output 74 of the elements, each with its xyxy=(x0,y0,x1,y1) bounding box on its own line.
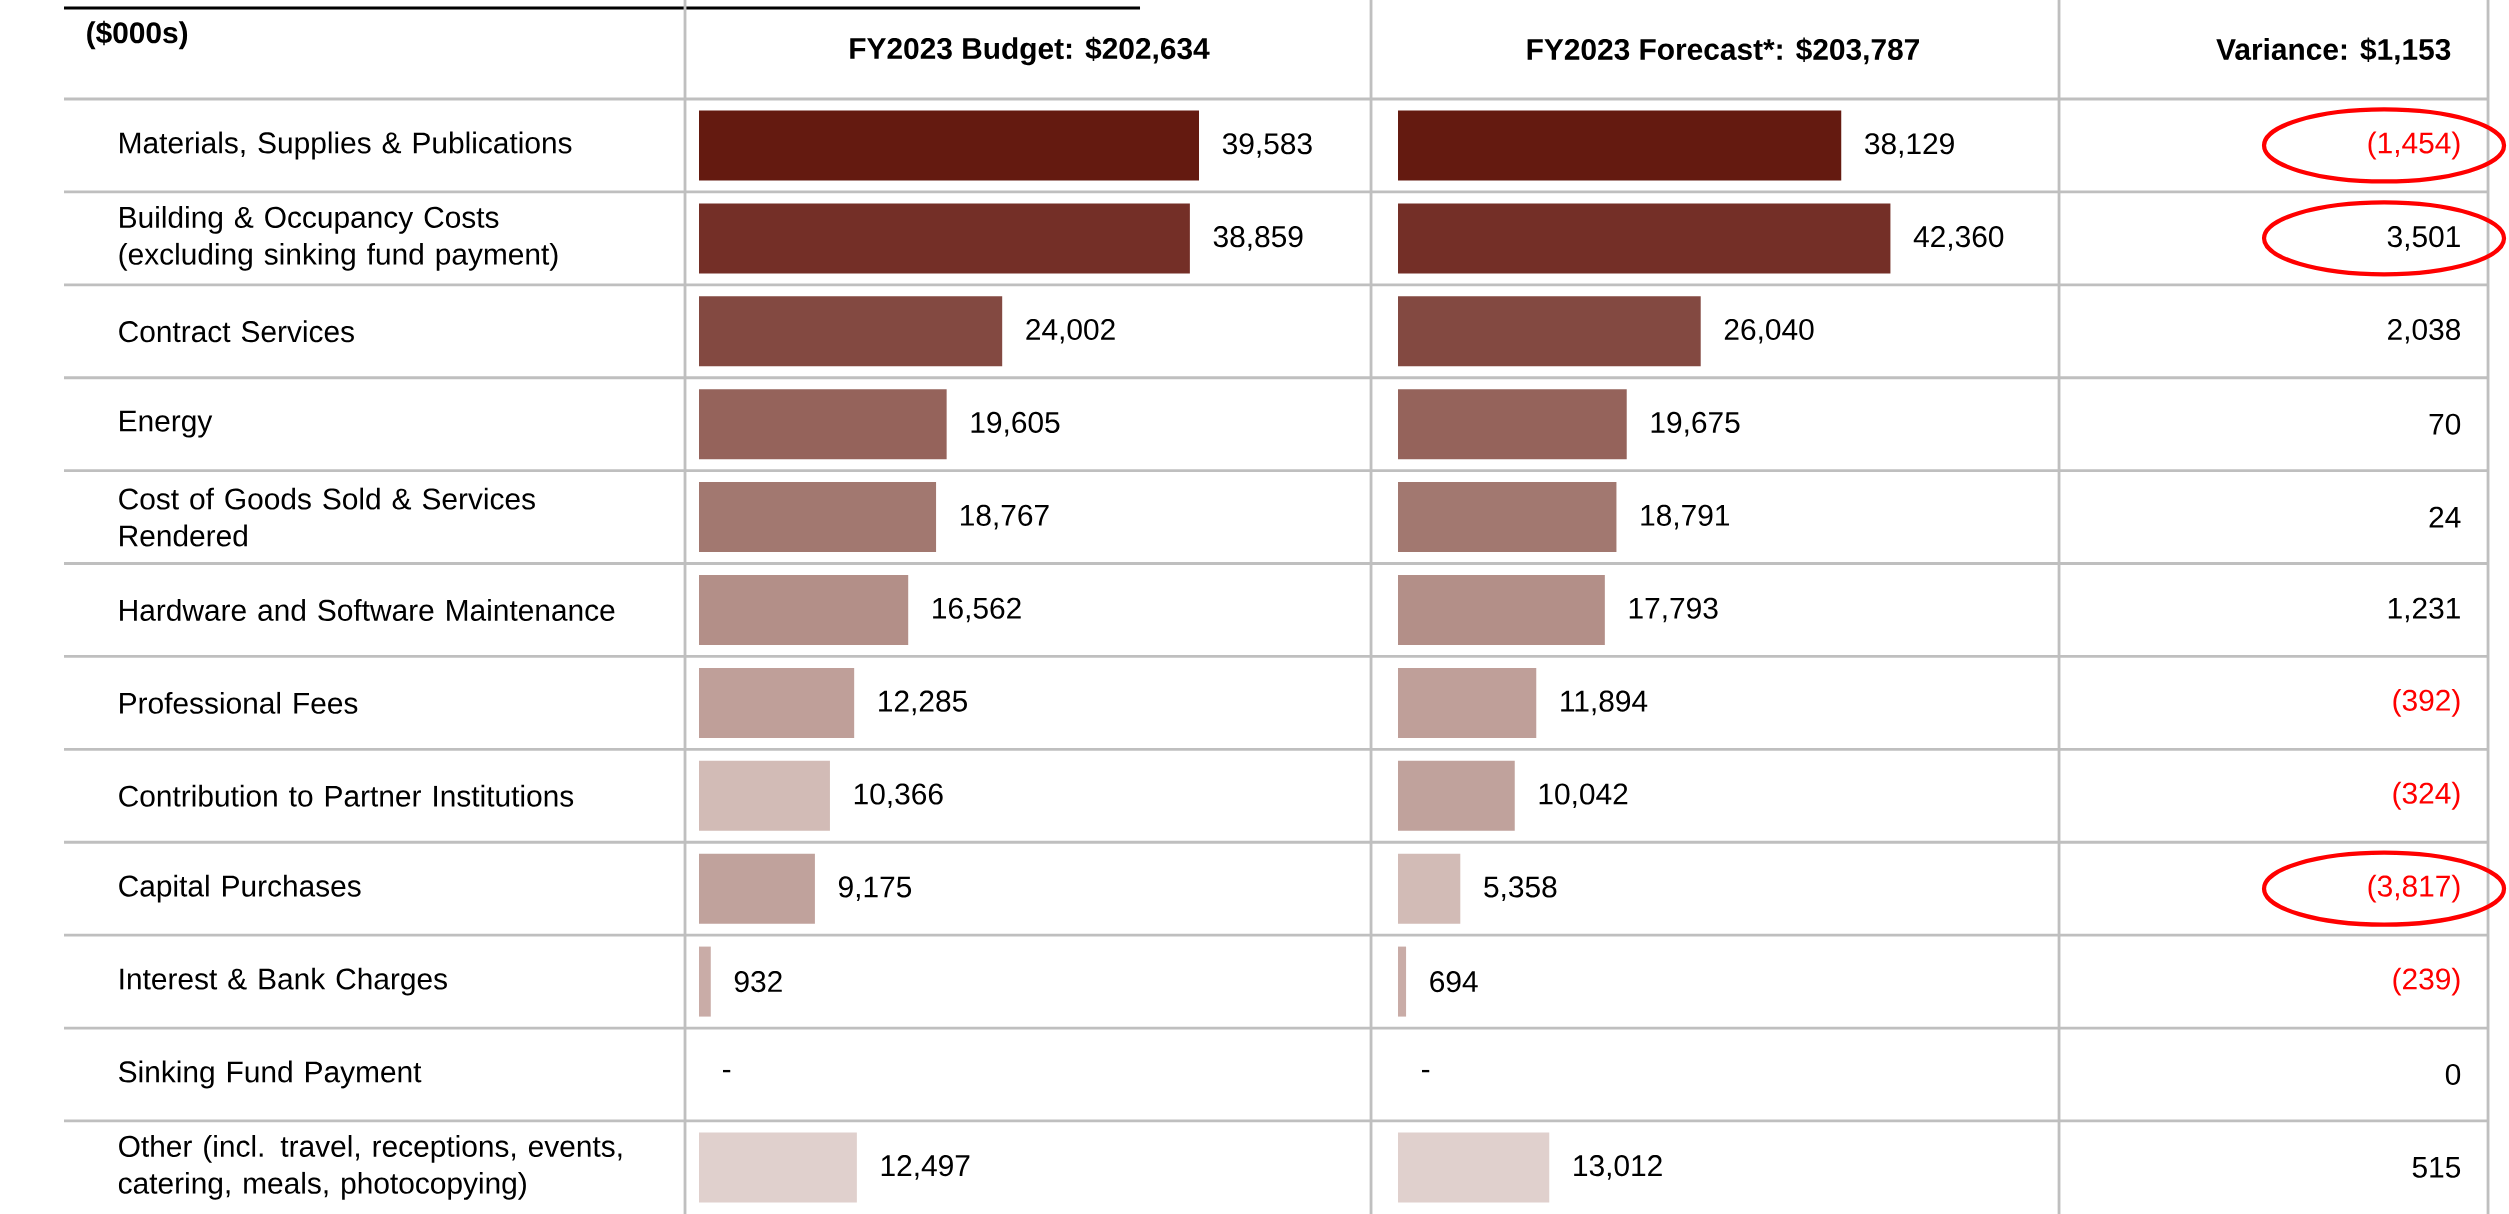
y-tick-label: Materials, Supplies & Publications xyxy=(120,131,572,160)
bar xyxy=(1398,110,1842,181)
data-label: 11,894 xyxy=(1561,690,1648,716)
bar xyxy=(699,853,815,924)
y-tick-label: Professional Fees xyxy=(120,691,358,714)
bar xyxy=(1398,1132,1550,1203)
data-label: 24 xyxy=(2429,506,2461,528)
data-label: 19,675 xyxy=(1651,411,1740,437)
y-tick-label: Cost of Goods Sold & Services Rendered xyxy=(119,487,535,547)
bar xyxy=(699,203,1190,274)
y-tick-label: Building & Occupancy Costs (excluding sinking fund payment) xyxy=(119,205,558,271)
y-tick-label: Energy xyxy=(120,410,213,438)
data-label: 19,605 xyxy=(971,411,1060,437)
y-tick-label: Contract Services xyxy=(119,320,354,343)
data-label: (324) xyxy=(2393,781,2460,810)
bar xyxy=(699,389,947,460)
data-label: 10,042 xyxy=(1539,783,1628,809)
data-label: 12,285 xyxy=(879,690,967,716)
data-label: 39,583 xyxy=(1222,133,1312,158)
y-tick-label: Other (incl. travel, receptions, events, catering, meals, photocopying) xyxy=(118,1135,622,1200)
data-label: 12,497 xyxy=(881,1155,970,1180)
bar xyxy=(699,1132,857,1203)
bar xyxy=(699,482,937,553)
bar xyxy=(699,667,855,738)
data-label: 18,767 xyxy=(960,504,1049,530)
y-tick-label: Interest & Bank Charges xyxy=(120,967,447,996)
y-axis-title: ($000s) xyxy=(87,20,188,50)
data-label: 932 xyxy=(734,971,782,993)
data-label: 70 xyxy=(2429,413,2461,435)
y-tick-label: Sinking Fund Payment xyxy=(119,1060,422,1089)
data-label: 9,175 xyxy=(838,876,912,902)
data-label: 3,501 xyxy=(2387,226,2460,251)
y-tick-label: Contribution to Partner Institutions xyxy=(119,784,574,807)
bar xyxy=(699,760,830,831)
bar xyxy=(1398,760,1515,831)
bar xyxy=(699,946,711,1017)
data-label: 16,562 xyxy=(933,597,1021,623)
bar xyxy=(1398,946,1407,1017)
data-label: 26,040 xyxy=(1724,318,1814,344)
data-label: - xyxy=(722,1069,731,1073)
data-label: 515 xyxy=(2412,1156,2461,1178)
text: Variance: $1,153 xyxy=(2216,37,2451,65)
data-label: 24,002 xyxy=(1026,318,1115,344)
bar xyxy=(1398,389,1627,460)
data-label: (392) xyxy=(2393,688,2460,717)
data-label: 38,859 xyxy=(1213,226,1303,251)
data-label: 42,360 xyxy=(1913,226,2004,251)
bar xyxy=(1398,853,1461,924)
data-label: 17,793 xyxy=(1629,597,1718,623)
data-label: 5,358 xyxy=(1484,876,1557,902)
data-label: 13,012 xyxy=(1574,1155,1662,1180)
y-tick-label: Hardware and Software Maintenance xyxy=(120,599,615,621)
data-label: (3,817) xyxy=(2368,874,2460,903)
data-label: (1,454) xyxy=(2368,131,2460,160)
chart-title: FY2023 Forecast*: $203,787 xyxy=(1527,37,1919,65)
bar xyxy=(699,296,1003,367)
data-label: 2,038 xyxy=(2388,318,2461,344)
bar xyxy=(1398,667,1537,738)
bar xyxy=(1398,296,1701,367)
data-label: 18,791 xyxy=(1641,504,1730,530)
bar xyxy=(1398,574,1605,645)
data-label: - xyxy=(1421,1069,1430,1073)
data-label: 1,231 xyxy=(2388,597,2460,623)
chart-title: FY2023 Budget: $202,634 xyxy=(850,36,1210,66)
bar xyxy=(1398,482,1617,553)
data-label: 38,129 xyxy=(1865,133,1954,158)
data-label: 694 xyxy=(1430,971,1478,993)
bar xyxy=(699,574,909,645)
data-label: (239) xyxy=(2393,967,2460,996)
data-label: 10,366 xyxy=(854,783,943,809)
bar xyxy=(1398,203,1891,274)
data-label: 0 xyxy=(2445,1063,2461,1086)
y-tick-label: Capital Purchases xyxy=(119,874,361,903)
bar xyxy=(699,110,1200,181)
